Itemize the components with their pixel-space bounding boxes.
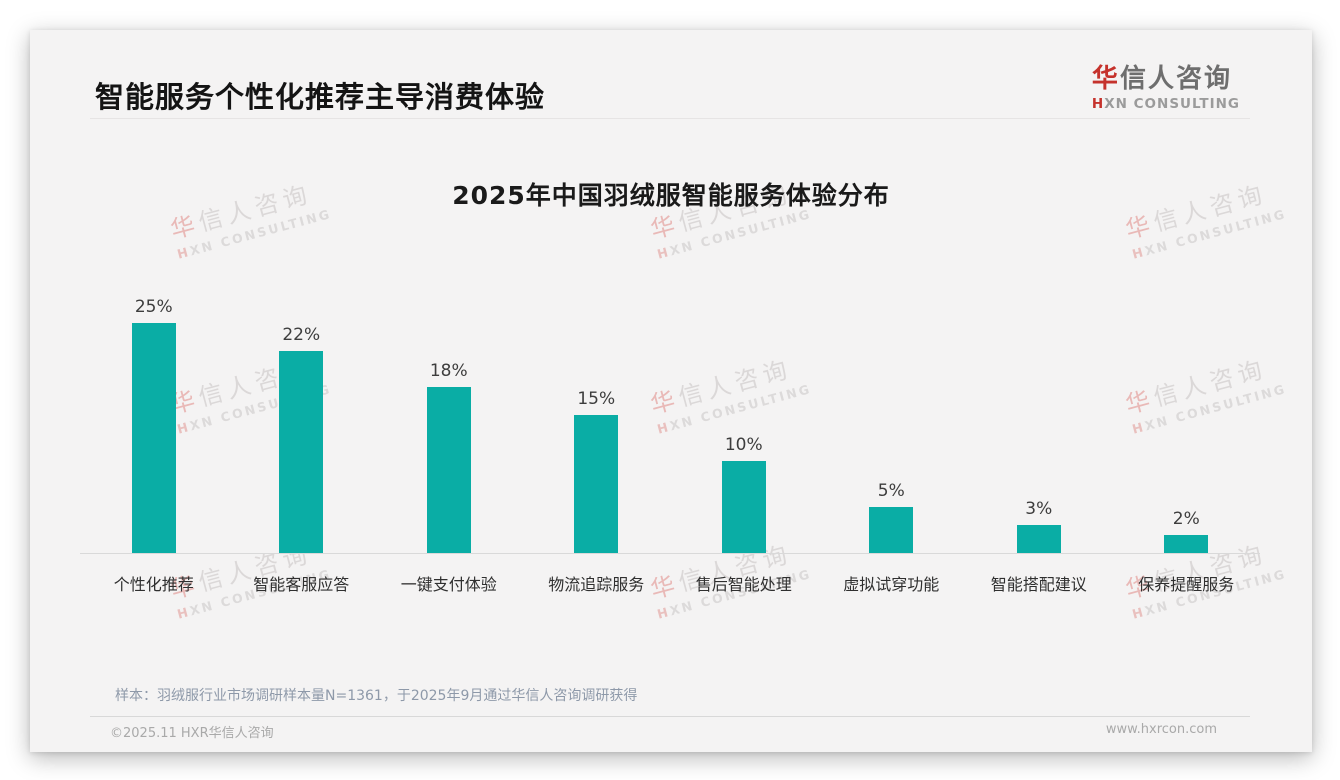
bar-value-label: 25% — [134, 297, 173, 317]
watermark-line2: HXN CONSULTING — [1130, 206, 1289, 262]
bar-slot: 25% — [80, 297, 228, 553]
bar-category-label: 智能客服应答 — [253, 575, 350, 594]
bar — [1164, 535, 1209, 553]
footer-divider — [90, 716, 1250, 717]
bar — [574, 415, 619, 553]
logo-subtitle-accent: H — [1091, 96, 1105, 112]
chart-title: 2025年中国羽绒服智能服务体验分布 — [452, 181, 890, 210]
report-slide-card: 智能服务个性化推荐主导消费体验 华信人咨询 HXN CONSULTING 华信人… — [30, 30, 1312, 752]
bar-chart-category-axis: 个性化推荐 智能客服应答 一键支付体验 物流追踪服务 售后智能处理 虚拟试穿功能 智能搭配建… — [80, 554, 1260, 595]
bar — [721, 461, 766, 553]
sample-note: 样本：羽绒服行业市场调研样本量N=1361，于2025年9月通过华信人咨询调研获… — [115, 688, 638, 704]
bar-slot: 10% — [670, 435, 818, 553]
bar-slot: 18% — [375, 361, 523, 553]
page-title: 智能服务个性化推荐主导消费体验 — [95, 80, 546, 114]
bar — [131, 323, 176, 553]
watermark-line2: HXN CONSULTING — [655, 206, 814, 262]
bar-category-label: 个性化推荐 — [113, 575, 194, 594]
bar-category-label: 智能搭配建议 — [990, 575, 1087, 594]
bar-slot: 2% — [1113, 509, 1261, 553]
bar-slot: 3% — [965, 499, 1113, 553]
bar-category-label: 一键支付体验 — [400, 575, 497, 594]
logo-name: 华信人咨询 — [1092, 58, 1240, 95]
logo-name-rest: 信人咨询 — [1119, 64, 1232, 94]
watermark-line2: HXN CONSULTING — [175, 206, 334, 262]
bar-category-label: 虚拟试穿功能 — [843, 575, 940, 594]
bar-value-label: 22% — [282, 325, 321, 345]
footer-copyright: ©2025.11 HXR华信人咨询 — [110, 726, 274, 741]
bar-slot: 22% — [228, 325, 376, 553]
bar-value-label: 5% — [877, 481, 905, 501]
bar-value-label: 15% — [577, 389, 616, 409]
header-divider — [90, 118, 1250, 119]
bar — [1016, 525, 1061, 553]
bar-category-label: 物流追踪服务 — [548, 575, 645, 594]
bar-slot: 15% — [523, 389, 671, 553]
logo-subtitle: HXN CONSULTING — [1092, 96, 1240, 112]
bar-category-label: 保养提醒服务 — [1138, 575, 1235, 594]
logo-name-accent: 华 — [1091, 64, 1120, 94]
bar-chart-plot-area: 25% 22% 18% 15% 10% 5% 3% 2% — [80, 294, 1260, 554]
bar-value-label: 10% — [724, 435, 763, 455]
bar-category-label: 售后智能处理 — [695, 575, 792, 594]
bar-slot: 5% — [818, 481, 966, 553]
footer-website: www.hxrcon.com — [1105, 722, 1217, 737]
bar — [426, 387, 471, 553]
bar-value-label: 3% — [1025, 499, 1053, 519]
logo-subtitle-rest: XN CONSULTING — [1104, 96, 1240, 112]
company-logo: 华信人咨询 HXN CONSULTING — [1092, 58, 1240, 112]
bar — [279, 351, 324, 553]
bar — [869, 507, 914, 553]
bar-chart: 25% 22% 18% 15% 10% 5% 3% 2% 个性化推荐 智能客服应答 一键支付体验 物… — [80, 294, 1260, 595]
bar-value-label: 2% — [1172, 509, 1200, 529]
bar-value-label: 18% — [429, 361, 468, 381]
